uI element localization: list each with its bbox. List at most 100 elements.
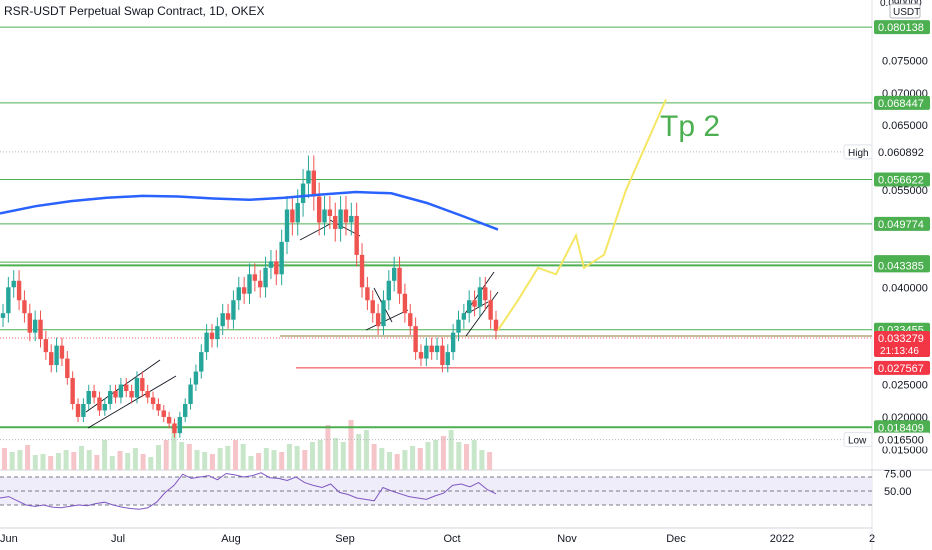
rsi-pane[interactable]: 75.00 50.00 (0, 469, 912, 510)
time-tick-label: 2 (869, 533, 875, 545)
time-scale[interactable]: Jun Jul Aug Sep Oct Nov Dec 2022 2 (0, 533, 875, 545)
tp-annotation: Tp 2 (660, 110, 720, 143)
volume-bar (471, 440, 477, 470)
volume-bar (425, 442, 431, 470)
volume-bar (202, 452, 208, 470)
candles[interactable] (0, 155, 499, 438)
candle-body (429, 345, 434, 353)
volume-bar (310, 442, 315, 470)
candle-body (311, 170, 317, 197)
candle-body (290, 209, 295, 223)
candle-body (424, 345, 429, 359)
volume-bar (55, 453, 61, 470)
moving-average-line (0, 190, 499, 231)
projection-path (497, 98, 667, 331)
level-price-tag: 0.068447 (878, 98, 924, 110)
low-label-bg (843, 432, 873, 448)
candle-body (370, 300, 375, 314)
candle-body (236, 287, 241, 301)
level-price-tag-bg (874, 172, 930, 187)
price-tick-label: 0.075000 (882, 55, 928, 67)
candle-body (188, 384, 193, 404)
volume-bar (279, 452, 285, 470)
candle-body (477, 287, 483, 307)
volume-bar (148, 457, 154, 470)
level-price-tag: 0.043385 (878, 260, 924, 272)
low-price-tag-bg (874, 432, 930, 447)
candle-body (107, 391, 113, 404)
candle-body (322, 209, 327, 223)
candle-body (166, 416, 172, 424)
time-tick-label: Sep (335, 533, 355, 545)
volume-bar (194, 450, 200, 470)
candle-body (49, 352, 54, 366)
candle-body (445, 352, 450, 366)
price-scale[interactable]: 0.0850000.0750000.0700000.0650000.055000… (843, 0, 930, 456)
volume-bar (263, 448, 269, 470)
volume-bar (217, 448, 223, 470)
high-label: High (848, 148, 869, 159)
candle-body (408, 313, 413, 327)
rsi-tick-label: 75.00 (884, 469, 912, 481)
candle-body (284, 209, 290, 242)
candle-body (204, 332, 209, 353)
candle-body (81, 403, 86, 417)
volume-bar (464, 444, 469, 470)
volume-bar (71, 452, 77, 470)
level-price-tag-bg (874, 360, 930, 375)
volume-bar (448, 430, 454, 470)
volume-bar (356, 434, 362, 470)
volume-bar (48, 456, 54, 470)
candle-body (172, 423, 177, 434)
level-price-tag: 0.056622 (878, 175, 924, 187)
candle-body (306, 170, 311, 184)
volume-bar (25, 445, 31, 470)
candle-body (113, 391, 118, 398)
candle-body (359, 254, 365, 288)
candle-body (199, 352, 204, 372)
candle-body (386, 280, 392, 301)
volume-bar (387, 452, 392, 470)
volume-bar (333, 438, 339, 470)
volume-bar (209, 454, 215, 470)
currency-box (889, 3, 921, 19)
level-price-tag: 0.018409 (878, 422, 924, 434)
level-price-tag: 0.080138 (878, 22, 924, 34)
candle-body (450, 332, 456, 353)
candle-body (118, 384, 124, 398)
candle-body (215, 326, 220, 340)
volume-bar (379, 448, 385, 470)
candle-body (488, 300, 493, 320)
candle-body (225, 313, 231, 320)
candle-body (43, 339, 49, 353)
volume-bar (433, 440, 439, 470)
time-tick-label: 2022 (770, 533, 794, 545)
volume-bar (17, 450, 23, 470)
candle-body (295, 203, 300, 223)
volume-bar (294, 446, 300, 470)
horizontal-levels[interactable] (0, 26, 872, 441)
price-tick-label: 0.040000 (882, 282, 928, 294)
price-tick-label: 0.085000 (882, 0, 928, 3)
candle-body (70, 378, 75, 404)
candle-body (11, 280, 16, 288)
candle-body (391, 267, 397, 281)
candle-body (54, 345, 59, 366)
volume-bar (102, 440, 108, 470)
candle-body (418, 352, 424, 359)
candle-body (27, 313, 32, 333)
candle-body (91, 391, 97, 398)
volume-bar (186, 444, 192, 470)
candle-body (354, 215, 359, 255)
volume-bar (132, 448, 138, 470)
candle-body (124, 384, 129, 392)
volume-bar (94, 455, 100, 470)
candle-body (0, 313, 6, 318)
candle-body (434, 345, 440, 353)
high-price-tag: 0.060892 (878, 147, 924, 159)
price-tick-label: 0.025000 (882, 380, 928, 392)
candle-body (32, 319, 38, 333)
volume-bar (271, 450, 277, 470)
candle-body (327, 209, 333, 216)
